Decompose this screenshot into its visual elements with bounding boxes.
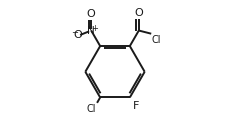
Text: O: O bbox=[73, 30, 82, 40]
Text: −: − bbox=[71, 28, 78, 37]
Text: F: F bbox=[132, 101, 138, 111]
Text: N: N bbox=[87, 26, 95, 35]
Text: O: O bbox=[134, 8, 143, 18]
Text: Cl: Cl bbox=[151, 35, 160, 45]
Text: Cl: Cl bbox=[86, 104, 95, 114]
Text: O: O bbox=[86, 9, 95, 18]
Text: +: + bbox=[91, 24, 98, 33]
